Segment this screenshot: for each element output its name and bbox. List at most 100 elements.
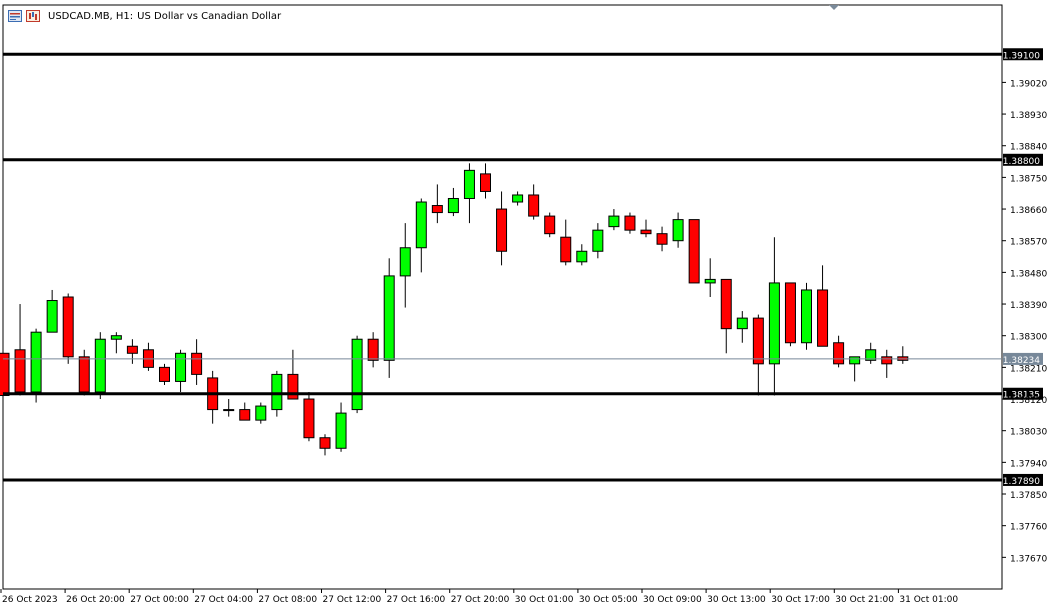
candle-body (720, 278, 732, 330)
candle-body (608, 215, 620, 228)
candle-body (191, 352, 203, 375)
candle (656, 226, 668, 252)
candle-body (833, 342, 845, 365)
y-tick-label: 1.38390 (1010, 301, 1047, 311)
candle-body (110, 335, 122, 340)
y-tick-label: 1.38030 (1010, 428, 1047, 438)
level-price-label-bg (1003, 153, 1043, 166)
y-tick-label: 1.38660 (1010, 206, 1047, 216)
candle (415, 198, 427, 273)
candle (576, 244, 588, 266)
candle-body (223, 409, 235, 412)
x-tick-label: 27 Oct 12:00 (323, 595, 382, 605)
level-price-label: 1.39100 (1003, 51, 1040, 61)
chart-title-symbol: USDCAD.MB, H1: (48, 10, 134, 22)
candle-body (801, 289, 812, 344)
candle-body (255, 405, 267, 421)
candle (78, 349, 90, 396)
y-tick-label: 1.38840 (1010, 143, 1047, 153)
candle (480, 163, 491, 199)
y-tick-label: 1.38930 (1010, 111, 1047, 121)
candle (255, 402, 267, 424)
candle (335, 402, 347, 452)
candle (640, 219, 652, 238)
candle-body (592, 229, 604, 252)
candle-body (736, 317, 748, 330)
candle-body (512, 194, 524, 203)
x-tick-label: 27 Oct 20:00 (451, 595, 510, 605)
candle (0, 352, 10, 397)
x-tick-label: 30 Oct 05:00 (579, 595, 638, 605)
candle-body (239, 409, 251, 421)
bid-price-label-bg (1003, 352, 1043, 365)
plot-area-border (2, 4, 1003, 590)
candle (608, 209, 620, 231)
x-tick-label: 26 Oct 20:00 (66, 595, 125, 605)
candle-body (319, 437, 331, 449)
candle (142, 342, 154, 371)
candle (110, 332, 122, 354)
x-tick-label: 27 Oct 00:00 (130, 595, 189, 605)
candle-body (768, 282, 780, 365)
candle-body (624, 215, 636, 231)
candle-body (849, 356, 861, 365)
candle (704, 258, 716, 297)
x-tick-label: 27 Oct 16:00 (387, 595, 446, 605)
y-tick-label: 1.38210 (1010, 364, 1047, 374)
level-price-label-bg (1003, 473, 1043, 486)
candle-body (480, 173, 491, 192)
level-price-label: 1.38135 (1003, 391, 1040, 401)
chart-title-bar: USDCAD.MB, H1: US Dollar vs Canadian Dol… (8, 8, 281, 24)
candle (881, 349, 893, 378)
candle (849, 356, 861, 382)
candle-body (817, 289, 829, 347)
candle-body (415, 201, 427, 249)
candle-body (159, 366, 170, 382)
candle-body (865, 349, 877, 361)
candle (175, 349, 187, 392)
x-tick-label: 30 Oct 09:00 (643, 595, 702, 605)
candle (14, 304, 26, 396)
candle-body (544, 215, 556, 235)
candle (865, 342, 877, 364)
y-tick-label: 1.37670 (1010, 554, 1047, 564)
candle (592, 223, 604, 259)
candle (319, 434, 331, 456)
candle-body (30, 331, 42, 393)
x-tick-label: 30 Oct 01:00 (515, 595, 574, 605)
chart-type-icon[interactable] (26, 10, 40, 22)
y-tick-label: 1.37850 (1010, 491, 1047, 501)
candle (62, 293, 74, 364)
candle-body (704, 278, 716, 284)
candle (447, 187, 459, 217)
y-tick-label: 1.38120 (1010, 396, 1047, 406)
chart-title-description: US Dollar vs Canadian Dollar (137, 10, 282, 22)
candle (512, 191, 524, 206)
candle (496, 191, 508, 266)
candle-body (14, 349, 26, 393)
candle-body (94, 338, 106, 393)
candle (560, 219, 572, 266)
candle-body (784, 282, 796, 344)
shift-marker-icon[interactable] (829, 5, 839, 10)
candle-body (287, 373, 299, 400)
x-tick-label: 27 Oct 04:00 (194, 595, 253, 605)
x-tick-label: 30 Oct 13:00 (707, 595, 766, 605)
candle-body (431, 205, 443, 214)
candle (528, 184, 540, 220)
candle (207, 370, 219, 424)
x-tick-label: 30 Oct 21:00 (835, 595, 894, 605)
candle (544, 212, 556, 238)
candle-body (640, 229, 652, 235)
candle-body (496, 208, 508, 252)
candle (672, 212, 684, 248)
candle-body (175, 352, 187, 382)
candle (720, 278, 732, 354)
candle-body (656, 233, 668, 245)
chart-window-icon[interactable] (8, 10, 22, 22)
candle (431, 184, 443, 224)
x-tick-label: 27 Oct 08:00 (258, 595, 317, 605)
x-tick-label: 30 Oct 17:00 (771, 595, 830, 605)
candle-body (78, 356, 90, 393)
